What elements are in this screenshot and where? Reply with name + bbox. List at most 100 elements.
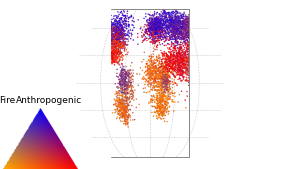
Point (150, 73, 154, 75)
Point (101, 40, 106, 43)
Point (177, 69, 182, 72)
Point (174, 18, 179, 20)
Point (172, 24, 177, 26)
Point (194, 86, 199, 89)
Point (163, 101, 167, 103)
Point (128, 37, 133, 40)
Point (179, 29, 184, 32)
Point (160, 72, 165, 75)
Point (178, 22, 183, 24)
Point (116, 51, 121, 53)
Point (157, 110, 162, 113)
Point (141, 39, 146, 42)
Point (195, 30, 200, 33)
Point (152, 86, 157, 89)
Point (170, 14, 175, 17)
Point (158, 80, 163, 82)
Point (182, 40, 187, 43)
Point (171, 28, 176, 31)
Point (172, 45, 177, 48)
Point (160, 16, 165, 18)
Point (122, 80, 127, 82)
Point (117, 19, 122, 22)
Point (158, 95, 163, 98)
Point (174, 27, 179, 30)
Point (184, 50, 189, 53)
Point (163, 57, 168, 60)
Point (152, 80, 157, 82)
Point (162, 86, 167, 88)
Point (149, 25, 154, 27)
Point (199, 50, 204, 52)
Point (180, 57, 185, 60)
Point (201, 94, 206, 96)
Point (165, 61, 170, 64)
Point (117, 29, 122, 31)
Point (119, 76, 124, 79)
Point (156, 29, 161, 32)
Point (171, 110, 176, 112)
Point (188, 71, 193, 74)
Point (122, 42, 127, 45)
Point (189, 24, 194, 27)
Point (157, 86, 162, 88)
Point (121, 71, 126, 74)
Point (111, 35, 116, 38)
Point (153, 18, 158, 20)
Point (166, 12, 171, 15)
Point (152, 20, 157, 22)
Point (100, 48, 104, 51)
Point (161, 65, 166, 67)
Point (172, 29, 177, 32)
Point (193, 88, 198, 91)
Point (170, 34, 175, 37)
Point (159, 33, 164, 36)
Point (158, 71, 162, 74)
Point (116, 32, 121, 35)
Point (120, 28, 125, 31)
Point (123, 81, 128, 84)
Point (149, 98, 154, 101)
Point (175, 52, 180, 55)
Point (154, 46, 159, 49)
Point (185, 28, 190, 31)
Point (184, 23, 189, 26)
Point (155, 102, 160, 105)
Point (118, 23, 123, 26)
Point (201, 92, 206, 95)
Point (117, 53, 122, 55)
Point (157, 110, 162, 113)
Point (107, 22, 112, 25)
Point (129, 87, 134, 90)
Point (127, 74, 131, 77)
Point (200, 81, 204, 84)
Point (181, 51, 185, 54)
Point (192, 22, 197, 25)
Point (147, 35, 152, 37)
Point (176, 31, 180, 34)
Point (111, 17, 116, 20)
Point (160, 61, 165, 64)
Point (117, 46, 122, 48)
Point (208, 100, 213, 103)
Point (112, 44, 117, 47)
Point (155, 19, 160, 21)
Point (113, 34, 118, 37)
Point (189, 45, 194, 47)
Point (155, 73, 160, 75)
Point (111, 46, 116, 49)
Point (194, 74, 198, 77)
Point (167, 89, 172, 91)
Point (163, 73, 168, 76)
Point (98, 28, 103, 31)
Point (180, 75, 185, 77)
Point (172, 40, 177, 43)
Point (149, 67, 154, 70)
Point (148, 24, 153, 26)
Point (148, 31, 153, 34)
Point (159, 88, 164, 91)
Point (160, 81, 165, 84)
Point (203, 117, 208, 120)
Point (158, 34, 162, 37)
Point (205, 114, 210, 116)
